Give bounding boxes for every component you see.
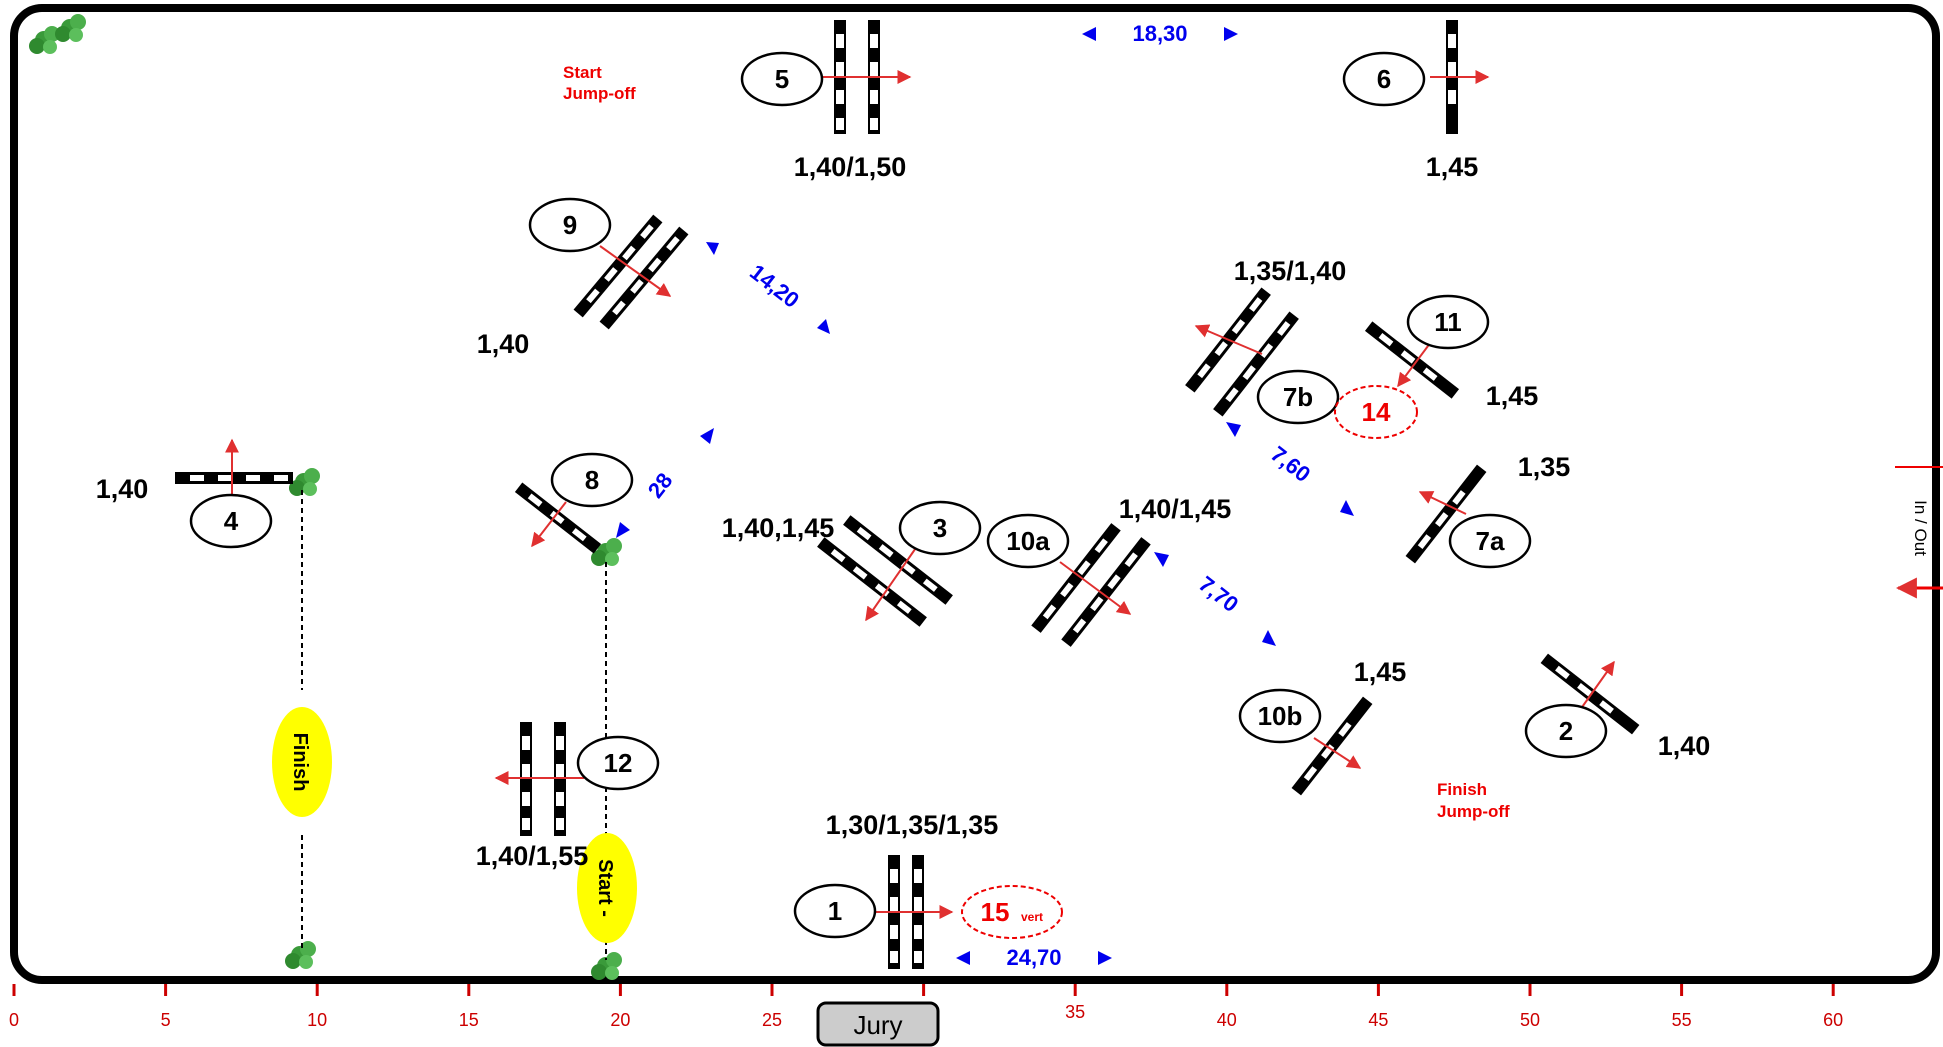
obstacle-height-10a: 1,40/1,45: [1119, 494, 1232, 524]
obstacle-number-5: 5: [775, 64, 789, 94]
obstacle-number-3: 3: [933, 513, 947, 543]
obstacle-3: [817, 500, 982, 627]
ruler-label: 60: [1823, 1010, 1843, 1030]
jury-label: Jury: [853, 1010, 902, 1040]
distance-label-1: 18,30: [1132, 21, 1187, 46]
obstacle-5: 1: [740, 20, 912, 134]
obstacle-number-9: 9: [563, 210, 577, 240]
obstacle-height-3: 1,40,1,45: [722, 513, 835, 543]
obstacle-height-7a: 1,35: [1518, 452, 1571, 482]
ruler-label: 40: [1217, 1010, 1237, 1030]
ruler-label: 35: [1065, 1002, 1085, 1022]
jumpoff-15-suffix: vert: [1021, 910, 1043, 924]
obstacle-number-2: 2: [1559, 716, 1573, 746]
obstacle-number-6: 6: [1377, 64, 1391, 94]
obstacle-7a: [1405, 464, 1532, 569]
finish-jumpoff-label-2: Jump-off: [1437, 802, 1510, 821]
obstacle-height-6: 1,45: [1426, 152, 1479, 182]
obstacle-height-5: 1,40/1,50: [794, 152, 907, 182]
obstacle-11: [1364, 294, 1490, 399]
obstacle-height-9: 1,40: [477, 329, 530, 359]
jumpoff-14-label: 14: [1362, 397, 1391, 427]
obstacle-12: [494, 722, 660, 836]
obstacle-height-12: 1,40/1,55: [476, 841, 589, 871]
obstacle-number-1: 1: [828, 896, 842, 926]
start-label: Start -: [594, 859, 616, 917]
obstacle-8-num: 8: [585, 465, 599, 495]
obstacle-height-2: 1,40: [1658, 731, 1711, 761]
obstacle-2: [1524, 653, 1640, 759]
obstacle-height-7b: 1,35/1,40: [1234, 256, 1347, 286]
obstacle-number-11: 11: [1434, 307, 1462, 337]
ruler-label: 25: [762, 1010, 782, 1030]
jumpoff-15-marker: [961, 885, 1063, 939]
obstacle-number-10a: 10a: [1006, 526, 1050, 556]
ruler-label: 0: [9, 1010, 19, 1030]
obstacle-number-12: 12: [604, 748, 633, 778]
distance-marker: [956, 951, 1112, 965]
start-jumpoff-label: Start: [563, 63, 602, 82]
distance-marker: [616, 428, 714, 538]
obstacle-height-11: 1,45: [1486, 381, 1539, 411]
arena-border: [10, 4, 1940, 984]
ruler-label: 10: [307, 1010, 327, 1030]
ruler-label: 55: [1672, 1010, 1692, 1030]
distance-marker: [1154, 552, 1276, 646]
jury-box: [816, 1001, 940, 1047]
distance-marker: [1226, 422, 1354, 516]
ruler-label: 5: [161, 1010, 171, 1030]
obstacle-height-4: 1,40: [96, 474, 149, 504]
distance-marker: [706, 242, 830, 334]
jumpoff-15-label: 15: [981, 897, 1010, 927]
obstacle-10a: [986, 513, 1151, 647]
obstacle-number-7a: 7a: [1476, 526, 1505, 556]
obstacle-1: [793, 855, 954, 969]
obstacle-6: [1342, 20, 1490, 134]
obstacle-number-4: 4: [224, 506, 239, 536]
ruler-label: 45: [1368, 1010, 1388, 1030]
ruler-label: 15: [459, 1010, 479, 1030]
in-out-label: In / Out: [1911, 500, 1930, 556]
obstacle-number-7b: 7b: [1283, 382, 1313, 412]
obstacle-4: [175, 438, 293, 549]
finish-marker: [272, 707, 332, 817]
distance-label-6: 24,70: [1006, 945, 1061, 970]
jumpoff-14-marker: [1334, 385, 1418, 439]
obstacle-7b: [1185, 287, 1340, 425]
obstacle-10b: [1238, 688, 1373, 796]
finish-label: Finish: [289, 733, 311, 792]
obstacle-9: [528, 197, 689, 330]
obstacle-8: [514, 452, 634, 554]
obstacle-height-10b: 1,45: [1354, 657, 1407, 687]
start-jumpoff-label-2: Jump-off: [563, 84, 636, 103]
obstacle-height-1: 1,30/1,35/1,35: [826, 810, 999, 840]
ruler-label: 50: [1520, 1010, 1540, 1030]
finish-jumpoff-label: Finish: [1437, 780, 1487, 799]
obstacle-number-10b: 10b: [1258, 701, 1303, 731]
ruler-label: 20: [610, 1010, 630, 1030]
start-marker: [577, 833, 637, 943]
distance-marker: [1082, 27, 1238, 41]
